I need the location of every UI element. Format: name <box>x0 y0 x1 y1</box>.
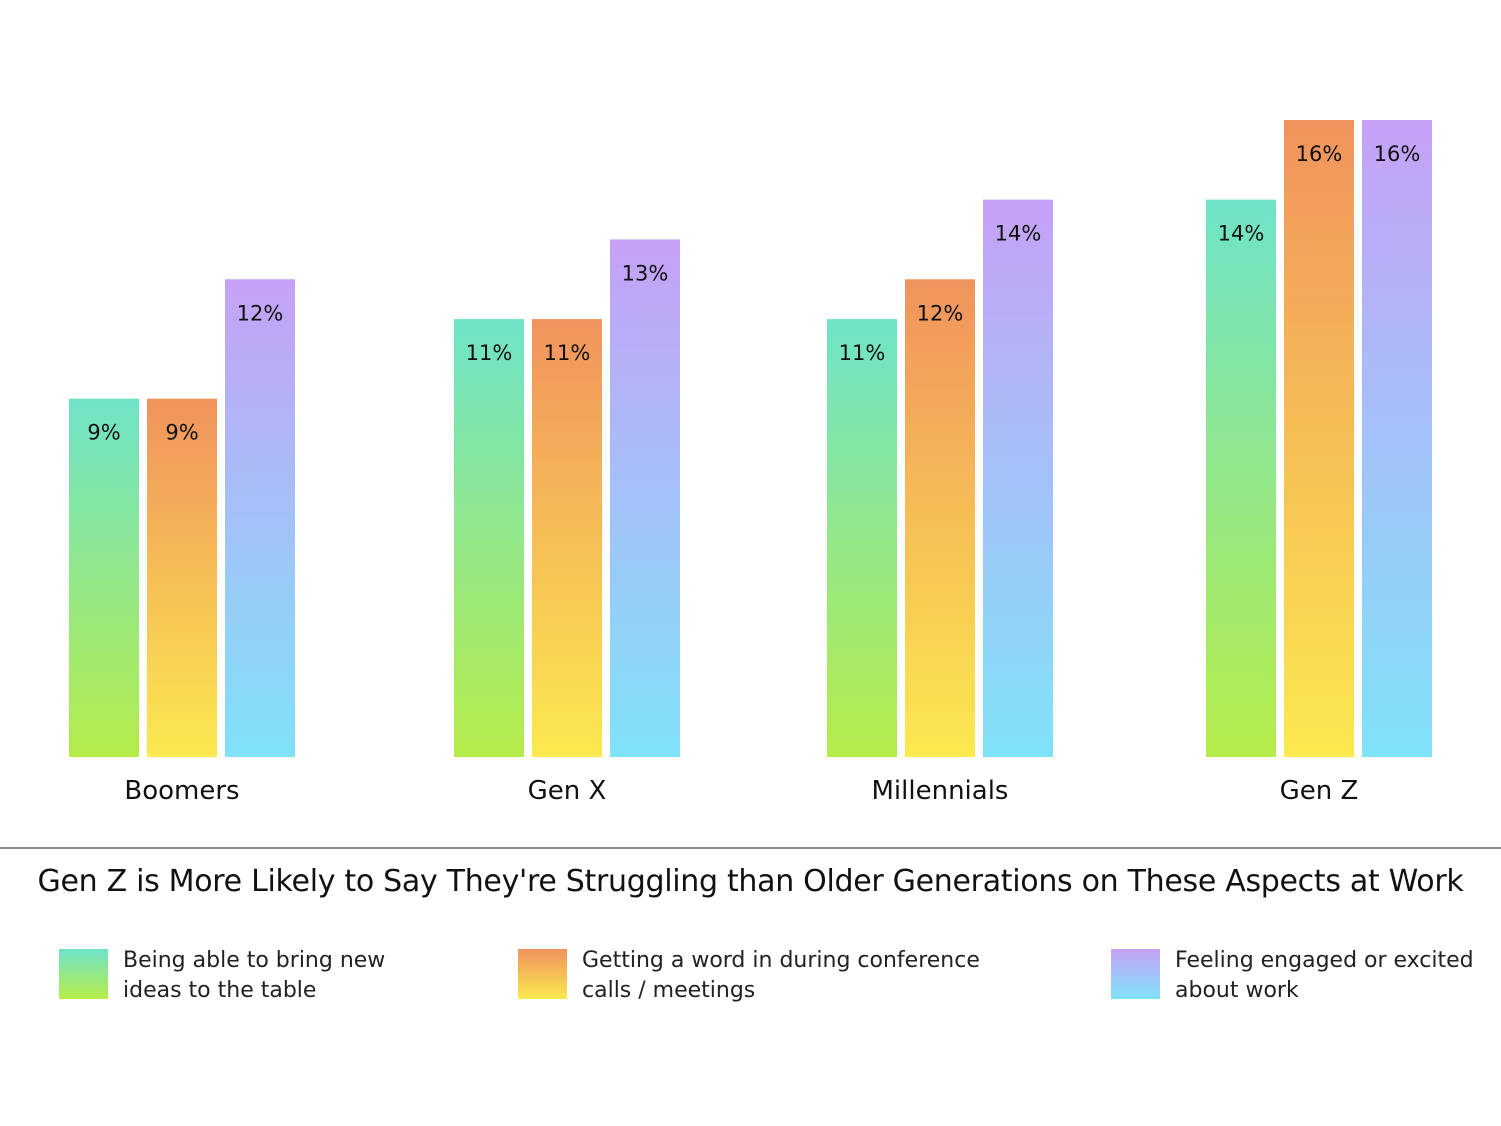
category-label-millennials: Millennials <box>872 776 1009 806</box>
value-labels-layer: 9% 9% 12% 11% 11% 13% 11% 12% 14% 14% 16% 16% <box>87 142 1420 445</box>
bar-boomers-series-0 <box>69 398 139 757</box>
bar-millennials-series-1 <box>905 279 975 757</box>
category-label-gen-x: Gen X <box>528 776 607 806</box>
bar-gen-z-series-1 <box>1284 120 1354 757</box>
bar-gen-x-series-2 <box>610 239 680 757</box>
value-label-boomers-series-1: 9% <box>165 421 198 445</box>
divider-line <box>0 847 1501 849</box>
value-label-millennials-series-0: 11% <box>839 341 886 365</box>
bar-gen-x-series-1 <box>532 319 602 757</box>
category-labels-layer: Boomers Gen X Millennials Gen Z <box>124 776 1358 806</box>
legend: Being able to bring new ideas to the tab… <box>0 946 1501 1026</box>
legend-label-line: calls / meetings <box>582 978 756 1003</box>
legend-label-line: Feeling engaged or excited <box>1175 948 1474 973</box>
legend-swatch-engaged <box>1111 949 1160 999</box>
legend-item-conference-calls: Getting a word in during conference call… <box>518 946 980 1006</box>
value-label-boomers-series-0: 9% <box>87 421 120 445</box>
value-label-gen-z-series-2: 16% <box>1374 142 1421 166</box>
legend-label-ideas: Being able to bring new ideas to the tab… <box>123 946 385 1006</box>
bars-layer <box>69 120 1432 757</box>
bar-millennials-series-2 <box>983 199 1053 757</box>
bar-gen-x-series-0 <box>454 319 524 757</box>
bar-chart: 9% 9% 12% 11% 11% 13% 11% 12% 14% 14% 16% 16% Boome… <box>69 120 1432 806</box>
value-label-boomers-series-2: 12% <box>237 301 284 325</box>
bar-gen-z-series-2 <box>1362 120 1432 757</box>
bar-boomers-series-2 <box>225 279 295 757</box>
legend-item-ideas: Being able to bring new ideas to the tab… <box>59 946 385 1006</box>
legend-label-conference-calls: Getting a word in during conference call… <box>582 946 980 1006</box>
value-label-gen-x-series-2: 13% <box>622 261 669 285</box>
legend-label-line: about work <box>1175 978 1299 1003</box>
bar-boomers-series-1 <box>147 398 217 757</box>
value-label-gen-z-series-1: 16% <box>1296 142 1343 166</box>
value-label-gen-z-series-0: 14% <box>1218 222 1265 246</box>
bar-gen-z-series-0 <box>1206 199 1276 757</box>
value-label-millennials-series-2: 14% <box>995 222 1042 246</box>
category-label-gen-z: Gen Z <box>1280 776 1359 806</box>
value-label-gen-x-series-0: 11% <box>466 341 513 365</box>
legend-item-engaged: Feeling engaged or excited about work <box>1111 946 1474 1006</box>
legend-label-line: Getting a word in during conference <box>582 948 980 973</box>
value-label-gen-x-series-1: 11% <box>544 341 591 365</box>
category-label-boomers: Boomers <box>124 776 239 806</box>
value-label-millennials-series-1: 12% <box>917 301 964 325</box>
legend-label-line: Being able to bring new <box>123 948 386 973</box>
bar-millennials-series-0 <box>827 319 897 757</box>
chart-title: Gen Z is More Likely to Say They're Stru… <box>37 864 1464 899</box>
legend-swatch-ideas <box>59 949 108 999</box>
legend-swatch-conference-calls <box>518 949 567 999</box>
legend-label-engaged: Feeling engaged or excited about work <box>1175 946 1474 1006</box>
legend-label-line: ideas to the table <box>123 978 317 1003</box>
